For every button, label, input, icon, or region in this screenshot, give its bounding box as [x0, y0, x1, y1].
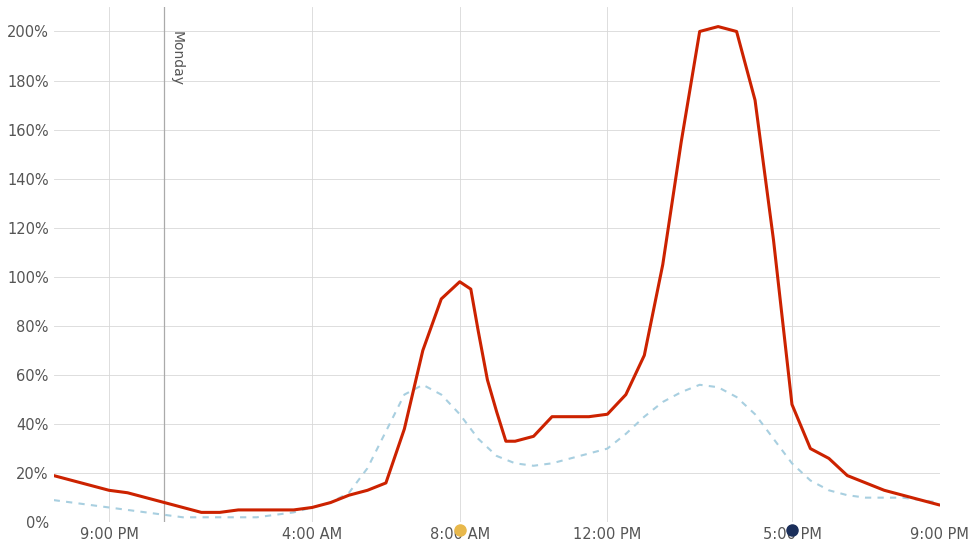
Text: Monday: Monday	[170, 31, 183, 87]
